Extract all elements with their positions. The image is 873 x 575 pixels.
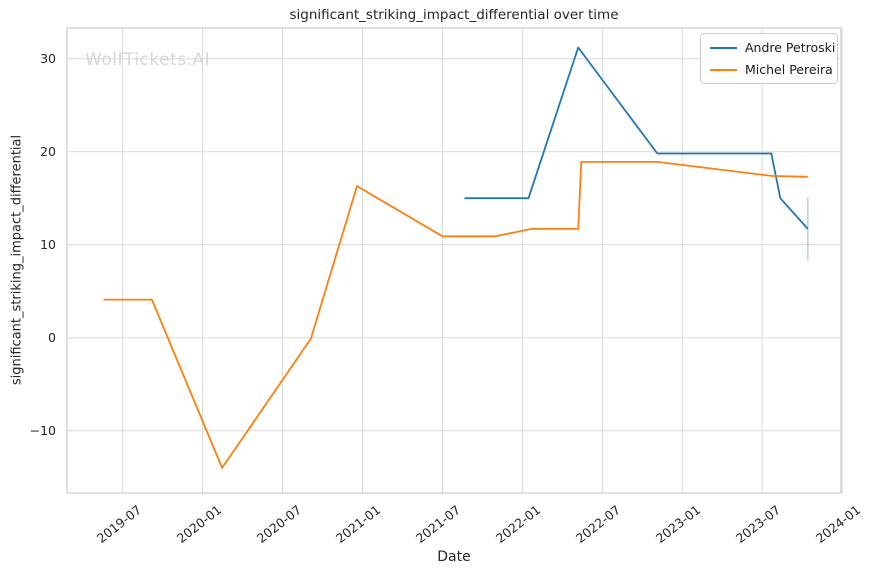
legend-label: Andre Petroski [745, 40, 836, 55]
y-tick-label: 10 [40, 237, 56, 253]
y-tick-label: 20 [40, 144, 56, 160]
series-line-andre-petroski [464, 46, 809, 230]
chart-title: significant_striking_impact_differential… [289, 7, 619, 23]
y-tick-label: 30 [40, 51, 56, 67]
legend: Andre Petroski Michel Pereira [700, 33, 838, 84]
plot-border [66, 27, 842, 494]
legend-line-swatch [710, 46, 737, 49]
series-line-michel-pereira [103, 160, 808, 469]
legend-entry: Andre Petroski [710, 40, 835, 55]
legend-entry: Michel Pereira [710, 62, 833, 77]
y-tick-label: 0 [48, 330, 56, 346]
x-axis-title: Date [437, 549, 471, 565]
watermark: WolfTickets.AI [85, 50, 211, 70]
y-tick-label: −10 [29, 423, 56, 439]
legend-label: Michel Pereira [745, 62, 833, 77]
legend-line-swatch [710, 68, 737, 71]
